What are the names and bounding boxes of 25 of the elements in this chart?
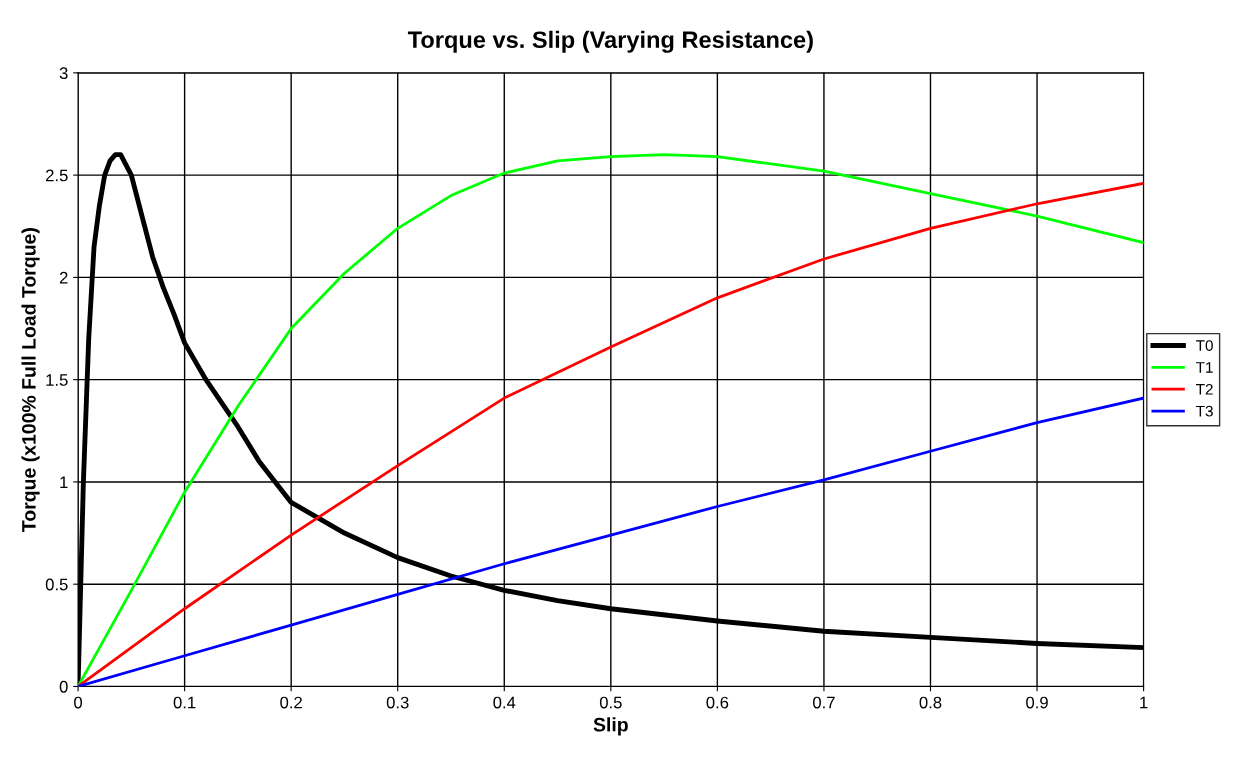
- y-tick-label: 2.5: [46, 169, 68, 182]
- x-tick-label: 0.9: [1026, 696, 1048, 709]
- x-tick-label: 0.4: [493, 696, 516, 709]
- x-tick-label: 0.5: [599, 696, 622, 709]
- legend-label: T3: [1196, 405, 1213, 417]
- y-tick-label: 0.5: [45, 578, 68, 591]
- legend-label: T0: [1196, 340, 1213, 351]
- x-axis-title: Slip: [593, 717, 628, 736]
- x-tick-label: 0.7: [813, 696, 835, 709]
- legend-label: T2: [1196, 383, 1213, 395]
- x-tick-label: 0.2: [280, 696, 302, 709]
- y-tick-label: 2: [59, 271, 68, 284]
- x-tick-label: 0.8: [919, 696, 942, 709]
- x-tick-label: 0.3: [386, 696, 409, 709]
- y-tick-label: 3: [59, 67, 68, 80]
- x-tick-label: 0.6: [706, 696, 729, 709]
- x-tick-label: 1: [1140, 696, 1148, 709]
- chart-title: Torque vs. Slip (Varying Resistance): [407, 30, 813, 53]
- x-tick-label: 0.1: [173, 696, 196, 709]
- y-tick-label: 0: [59, 680, 68, 693]
- legend-label: T1: [1196, 362, 1213, 373]
- y-tick-label: 1.5: [46, 374, 68, 386]
- y-tick-label: 1: [60, 476, 68, 488]
- y-axis-title: Torque (x100% Full Load Torque): [21, 228, 40, 532]
- x-tick-label: 0: [74, 696, 83, 709]
